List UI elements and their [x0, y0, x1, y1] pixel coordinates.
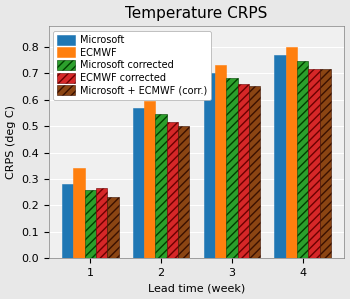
Bar — [96, 188, 107, 258]
Bar — [178, 126, 189, 258]
Bar — [167, 122, 178, 258]
Bar — [144, 101, 155, 258]
Bar — [107, 197, 119, 258]
Bar — [85, 190, 96, 258]
Bar — [320, 69, 331, 258]
Bar — [286, 47, 297, 258]
Legend: Microsoft, ECMWF, Microsoft corrected, ECMWF corrected, Microsoft + ECMWF (corr.: Microsoft, ECMWF, Microsoft corrected, E… — [54, 31, 211, 100]
Bar — [308, 69, 320, 258]
Bar — [297, 61, 308, 258]
Bar — [62, 184, 74, 258]
X-axis label: Lead time (week): Lead time (week) — [148, 283, 245, 293]
Bar — [74, 168, 85, 258]
Y-axis label: CRPS (deg C): CRPS (deg C) — [6, 105, 15, 179]
Bar — [249, 86, 260, 258]
Bar — [215, 65, 226, 258]
Bar — [226, 78, 238, 258]
Bar — [274, 55, 286, 258]
Bar — [133, 108, 144, 258]
Bar — [204, 73, 215, 258]
Bar — [155, 114, 167, 258]
Bar — [238, 84, 249, 258]
Title: Temperature CRPS: Temperature CRPS — [125, 6, 268, 21]
